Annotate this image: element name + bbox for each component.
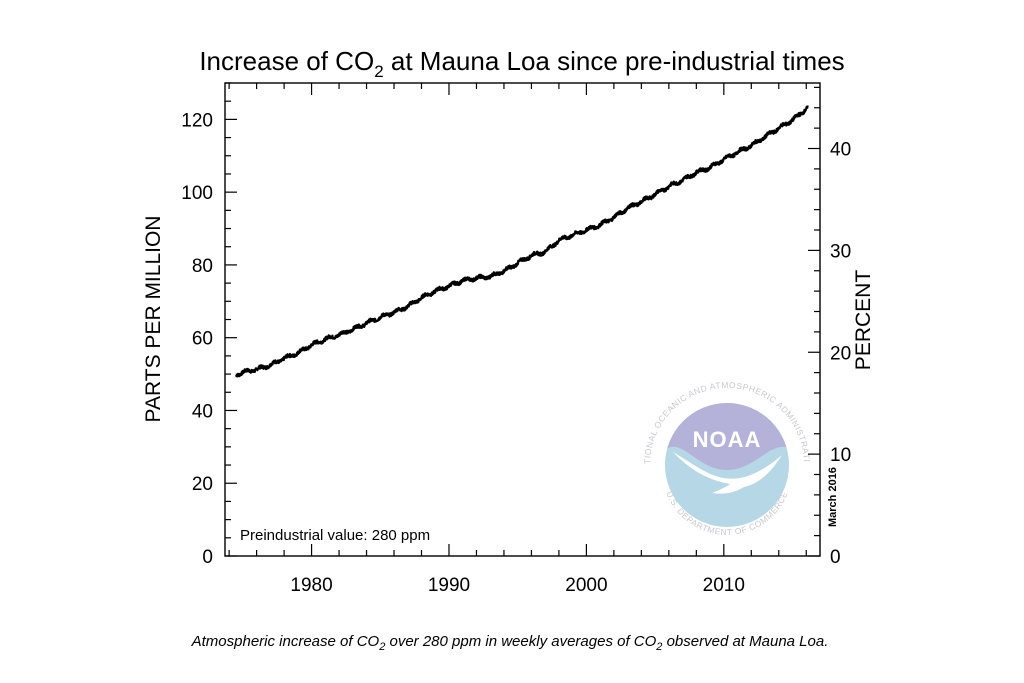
noaa-logo: NOAA NATIONAL OCEANIC AND ATMOSPHERIC AD… bbox=[0, 0, 812, 538]
axis-ticks bbox=[225, 82, 820, 557]
noaa-wordmark: NOAA bbox=[693, 427, 762, 452]
y-tick-label-right: 40 bbox=[830, 140, 851, 161]
chart-title: Increase of CO2 at Mauna Loa since pre-i… bbox=[199, 46, 844, 81]
y-tick-label-left: 60 bbox=[192, 329, 213, 350]
caption-part-1: Atmospheric increase of CO bbox=[191, 633, 380, 650]
y-tick-label-left: 20 bbox=[192, 474, 213, 495]
preindustrial-annotation: Preindustrial value: 280 ppm bbox=[240, 527, 430, 544]
tick-labels: 1980 1990 2000 2010 0 20 40 60 80 100 120 0 10 20 30 40 bbox=[181, 110, 851, 596]
caption-subscript-2: 2 bbox=[655, 641, 662, 653]
chart-title-part-2: at Mauna Loa since pre-industrial times bbox=[384, 46, 845, 76]
chart-title-subscript: 2 bbox=[374, 62, 383, 81]
x-tick-label: 1990 bbox=[428, 575, 470, 596]
y-axis-title-right: PERCENT bbox=[852, 270, 875, 371]
y-tick-label-right: 0 bbox=[830, 547, 841, 568]
x-tick-label: 2010 bbox=[703, 575, 745, 596]
caption-part-2: over 280 ppm in weekly averages of CO bbox=[385, 633, 656, 650]
y-tick-label-left: 80 bbox=[192, 256, 213, 277]
caption-part-3: observed at Mauna Loa. bbox=[662, 633, 828, 650]
x-tick-label: 1980 bbox=[290, 575, 332, 596]
noaa-bird-shape bbox=[673, 452, 782, 494]
y-tick-label-left: 40 bbox=[192, 401, 213, 422]
y-tick-label-right: 20 bbox=[830, 343, 851, 364]
y-axis-title-left: PARTS PER MILLION bbox=[142, 216, 165, 423]
chart-title-part-1: Increase of CO bbox=[199, 46, 374, 76]
y-tick-label-left: 120 bbox=[181, 110, 213, 131]
y-tick-label-right: 10 bbox=[830, 445, 851, 466]
date-stamp: March 2016 bbox=[827, 467, 839, 527]
caption-subscript-1: 2 bbox=[378, 641, 385, 653]
y-tick-label-right: 30 bbox=[830, 241, 851, 262]
co2-series-line bbox=[235, 105, 809, 378]
y-tick-label-left: 100 bbox=[181, 183, 213, 204]
noaa-sky-shape bbox=[665, 403, 789, 470]
figure-caption: Atmospheric increase of CO2 over 280 ppm… bbox=[191, 633, 829, 653]
x-tick-label: 2000 bbox=[565, 575, 607, 596]
y-tick-label-left: 0 bbox=[202, 547, 213, 568]
